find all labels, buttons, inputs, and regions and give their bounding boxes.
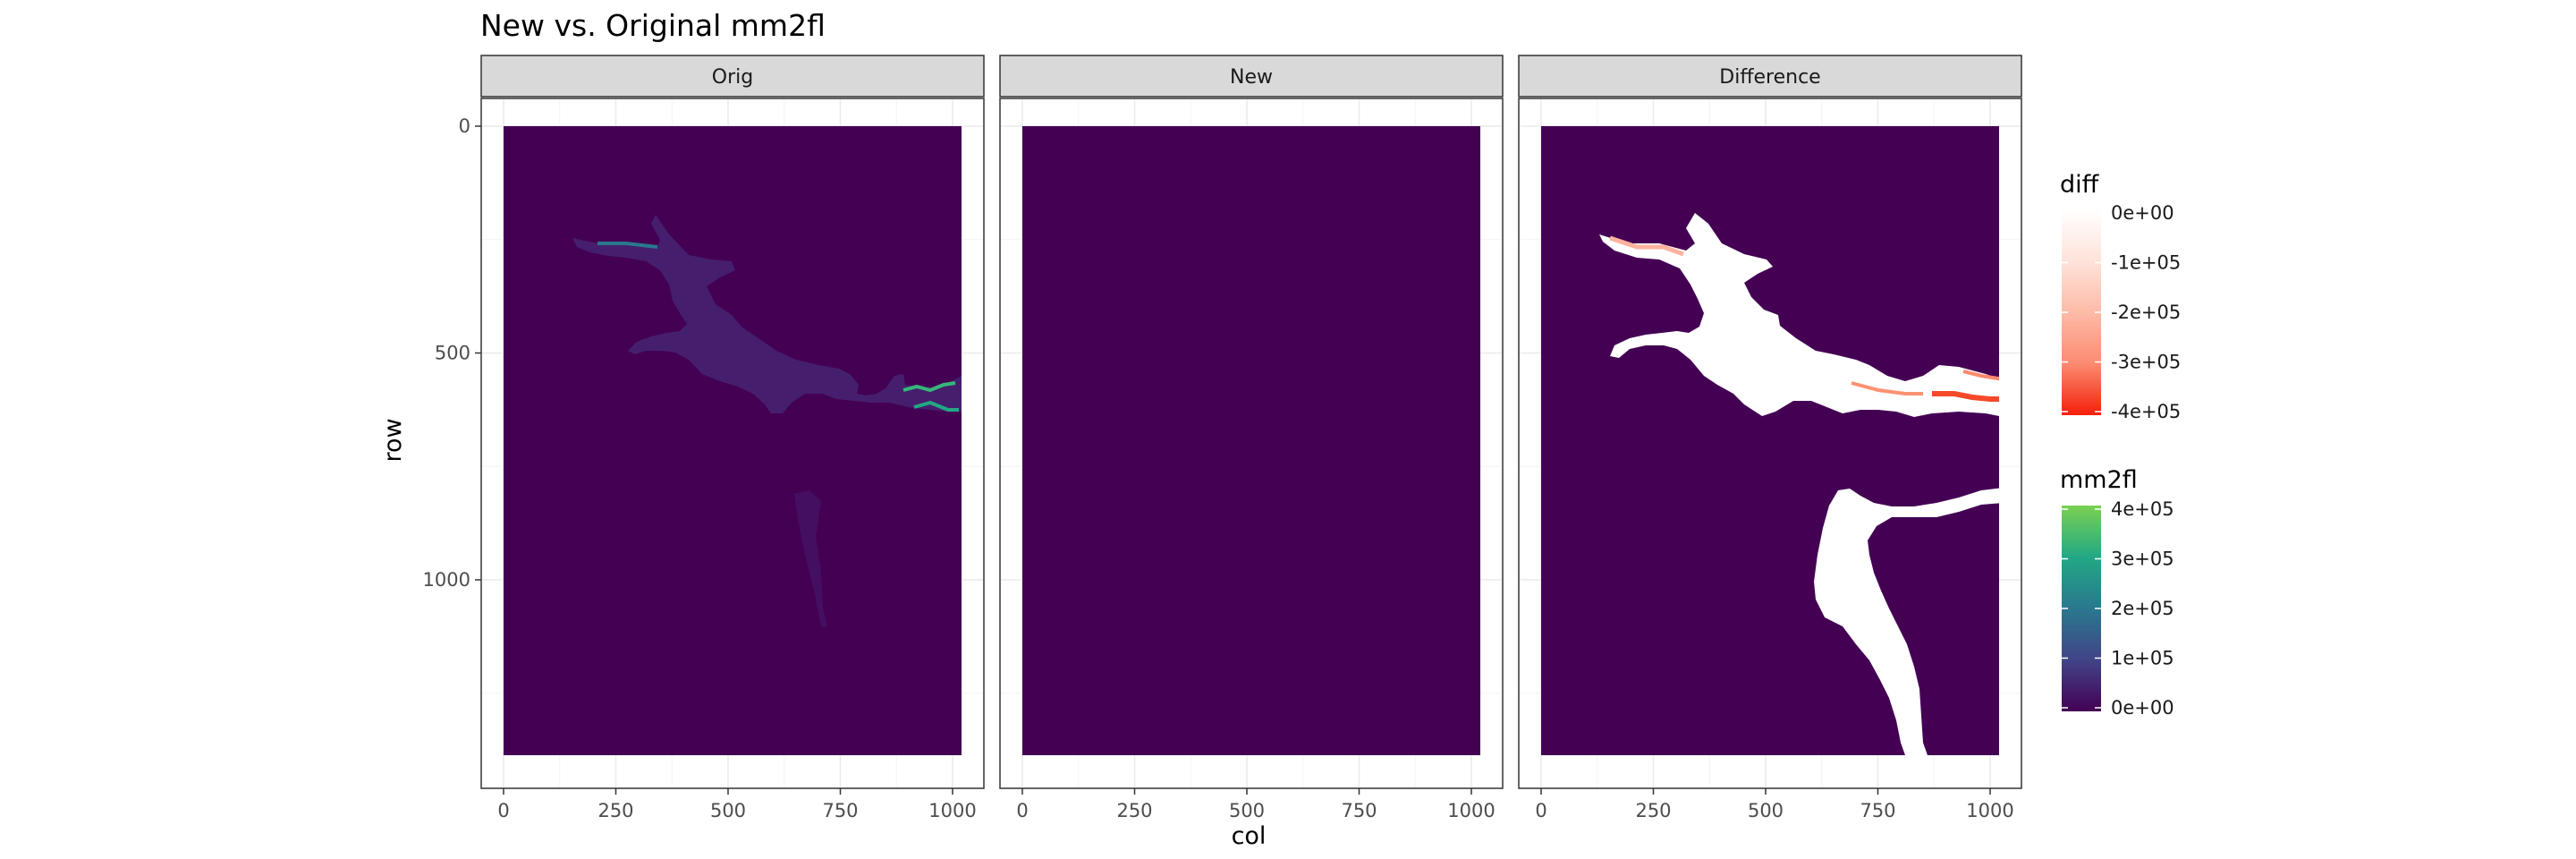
orig-teal-edge — [597, 242, 658, 249]
x-tick-label: 750 — [1341, 800, 1377, 821]
diff-upper-channel — [1599, 213, 1999, 417]
x-tick-label: 1000 — [928, 800, 976, 821]
panel-border — [999, 98, 1504, 789]
facet-panel-orig: Orig — [480, 55, 985, 795]
raster-area — [1541, 126, 1999, 755]
x-tick-label: 500 — [710, 800, 746, 821]
facet-strip-label: Orig — [712, 66, 753, 89]
y-axis-tick-labels: 0 500 1000 — [423, 115, 481, 591]
legend-label: 1e+05 — [2111, 648, 2174, 669]
panel-border — [1518, 98, 2022, 789]
legend-label: 3e+05 — [2111, 549, 2174, 570]
legend-diff-colorbar — [2062, 209, 2101, 415]
x-tick-label: 1000 — [1447, 800, 1495, 821]
y-axis-title: row — [379, 418, 407, 462]
difference-raster-features — [1599, 213, 1999, 755]
x-tick-label: 500 — [1229, 800, 1265, 821]
x-tick-label: 250 — [1116, 800, 1152, 821]
x-tick-label: 750 — [822, 800, 858, 821]
legend-label: 0e+00 — [2111, 697, 2174, 719]
chart-title: New vs. Original mm2fl — [480, 8, 826, 43]
diff-edge-shade-left — [1609, 235, 1684, 257]
raster-area — [1022, 126, 1480, 755]
x-axis-tick-labels: 0 250 500 750 1000 0 250 500 750 1000 0 250 500 750 10… — [497, 800, 2013, 821]
facet-strip — [999, 55, 1504, 98]
y-tick-label: 1000 — [423, 569, 470, 591]
legend-label: 2e+05 — [2111, 598, 2174, 619]
facet-strip — [480, 55, 985, 98]
x-tick-label: 0 — [1535, 800, 1546, 821]
legend-diff-title: diff — [2060, 171, 2100, 199]
legend-diff: diff 0e+00 -1e+05 -2e+05 -3e+05 -4e+05 — [2060, 171, 2181, 422]
x-tick-label: 750 — [1860, 800, 1895, 821]
orig-raster-features — [572, 215, 962, 626]
y-tick-label: 500 — [435, 343, 470, 364]
diff-edge-shade-mid — [1851, 381, 1923, 395]
x-tick-label: 250 — [597, 800, 633, 821]
orig-teal-hotspot-b — [913, 400, 959, 412]
legend-label: 0e+00 — [2111, 202, 2174, 224]
raster-area — [504, 126, 962, 755]
x-tick-label: 500 — [1748, 800, 1784, 821]
x-tick-label: 250 — [1635, 800, 1671, 821]
y-tick-label: 0 — [459, 115, 470, 137]
legend-mm2fl-colorbar — [2062, 506, 2101, 711]
facet-panels: Orig New Difference — [480, 55, 2022, 795]
panel-border — [480, 98, 985, 789]
x-tick-label: 0 — [497, 800, 509, 821]
legend-mm2fl-title: mm2fl — [2060, 466, 2138, 494]
legend-label: -4e+05 — [2111, 401, 2181, 422]
x-tick-label: 1000 — [1966, 800, 2013, 821]
x-axis-title: col — [1232, 822, 1267, 850]
legend-label: -3e+05 — [2111, 352, 2181, 373]
diff-hotspot-red-edge — [1962, 370, 1999, 381]
legend-mm2fl-labels: 4e+05 3e+05 2e+05 1e+05 0e+00 — [2062, 498, 2174, 719]
legend-label: -1e+05 — [2111, 252, 2181, 274]
legend-mm2fl: mm2fl 4e+05 3e+05 2e+05 1e+05 0e+00 — [2060, 466, 2174, 719]
diff-hotspot-red — [1932, 391, 1999, 402]
facet-strip — [1518, 55, 2022, 98]
diff-lower-channel — [1814, 488, 1999, 755]
orig-teal-hotspot-a — [902, 381, 956, 393]
legend-diff-labels: 0e+00 -1e+05 -2e+05 -3e+05 -4e+05 — [2062, 202, 2181, 422]
facet-panel-difference: Difference — [1518, 55, 2022, 795]
orig-channel-feature — [572, 215, 962, 413]
x-tick-label: 0 — [1016, 800, 1028, 821]
legend-label: 4e+05 — [2111, 498, 2174, 520]
legend-label: -2e+05 — [2111, 302, 2181, 323]
facet-strip-label: New — [1230, 66, 1273, 89]
facet-panel-new: New — [999, 55, 1504, 795]
orig-faint-feature — [794, 490, 827, 626]
facet-strip-label: Difference — [1719, 66, 1820, 89]
